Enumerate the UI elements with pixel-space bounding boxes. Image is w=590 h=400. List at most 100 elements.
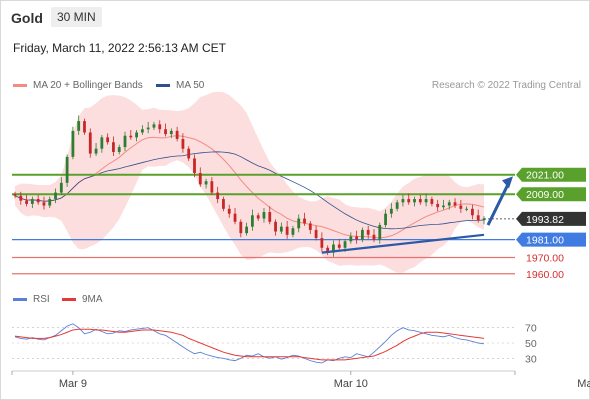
candle-body [465, 208, 469, 210]
candle-body [117, 147, 121, 152]
candle-body [48, 199, 52, 206]
legend-rsi-ma: 9MA [62, 294, 103, 305]
candle-body [418, 199, 422, 203]
candle-body [378, 225, 382, 240]
candle-body [164, 129, 167, 135]
rsi-swatch [13, 298, 27, 301]
candle-body [140, 129, 144, 133]
candle-body [285, 226, 289, 235]
candle-body [106, 137, 110, 143]
candle-body [233, 213, 237, 222]
current-price-tag [516, 211, 586, 226]
candle-body [59, 182, 63, 193]
candle-body [65, 156, 69, 183]
candle-body [401, 199, 405, 203]
candle-body [407, 199, 411, 203]
rsi-ma-label: 9MA [82, 294, 103, 305]
candle-body [146, 127, 150, 130]
candle-body [204, 181, 208, 185]
candle-body [19, 195, 23, 201]
rsi-label: RSI [33, 294, 50, 305]
candle-body [112, 142, 115, 152]
candle-body [169, 130, 173, 135]
candle-body [152, 124, 156, 128]
level-label-1981.00: 1981.00 [526, 235, 564, 247]
level-tag-2021.00 [516, 167, 586, 182]
candle-body [372, 234, 376, 240]
candle-body [332, 244, 335, 253]
rsi-tick-30: 30 [525, 353, 537, 365]
credit-text: Research © 2022 Trading Central [431, 80, 581, 91]
candle-body [453, 202, 457, 206]
candle-body [343, 241, 347, 248]
rsi-tick-50: 50 [525, 338, 537, 350]
candle-body [187, 148, 191, 159]
ma20-swatch [13, 84, 27, 87]
candle-body [447, 202, 451, 206]
candle-body [36, 199, 40, 203]
candle-body [297, 218, 301, 229]
candle-body [308, 223, 312, 230]
rsi-line [14, 323, 485, 364]
x-tick-label: Mar 10 [334, 378, 368, 390]
candle-body [303, 218, 306, 224]
candle-body [314, 229, 318, 239]
candle-body [193, 158, 196, 174]
candle-body [320, 238, 324, 248]
candle-body [13, 194, 17, 196]
x-tick-label: Mar 9 [59, 378, 87, 390]
candle-body [198, 173, 202, 185]
candle-body [366, 229, 370, 235]
level-label-1960.00: 1960.00 [526, 269, 564, 281]
candle-body [71, 130, 75, 157]
legend-ma50: MA 50 [156, 80, 204, 91]
bollinger-band [15, 91, 484, 273]
instrument-title: Gold [11, 10, 43, 26]
candle-body [424, 199, 428, 203]
candle-body [158, 124, 162, 130]
candle-body [129, 135, 133, 138]
candle-body [279, 226, 283, 232]
candle-body [181, 138, 185, 149]
candle-body [389, 208, 393, 214]
ma50-swatch [156, 84, 170, 87]
candle-body [123, 135, 127, 148]
rsi-tick-70: 70 [525, 323, 537, 335]
candle-body [413, 199, 416, 203]
level-tag-2009.00 [516, 187, 586, 202]
candle-body [274, 221, 277, 232]
forecast-arrow [486, 181, 511, 226]
level-label-2021.00: 2021.00 [526, 170, 564, 182]
x-tick-label: Mar 11 [577, 378, 590, 390]
candle-body [54, 192, 57, 200]
candle-body [100, 137, 104, 149]
candle-body [210, 181, 214, 193]
candle-body [222, 199, 225, 209]
candle-body [355, 236, 359, 240]
legend-ma20: MA 20 + Bollinger Bands [13, 80, 143, 91]
candle-body [245, 226, 249, 234]
level-label-1970.00: 1970.00 [526, 253, 564, 265]
timeframe-badge[interactable]: 30 MIN [51, 7, 102, 27]
ma20-label: MA 20 + Bollinger Bands [33, 80, 143, 91]
candle-body [216, 192, 220, 200]
level-tag-1981.00 [516, 232, 586, 247]
candle-body [430, 199, 434, 204]
candle-body [239, 221, 243, 234]
candle-body [459, 205, 463, 209]
candle-body [250, 215, 254, 227]
candle-body [135, 132, 138, 138]
candle-body [25, 200, 28, 204]
trendline [321, 233, 485, 254]
candle-body [436, 203, 440, 208]
ma50-label: MA 50 [176, 80, 205, 91]
candle-body [262, 212, 266, 219]
candle-body [227, 208, 231, 214]
candle-body [291, 228, 295, 235]
level-label-2009.00: 2009.00 [526, 189, 564, 201]
candle-body [471, 208, 474, 216]
candle-body [395, 202, 399, 209]
candle-body [337, 244, 341, 248]
candle-body [94, 148, 98, 154]
